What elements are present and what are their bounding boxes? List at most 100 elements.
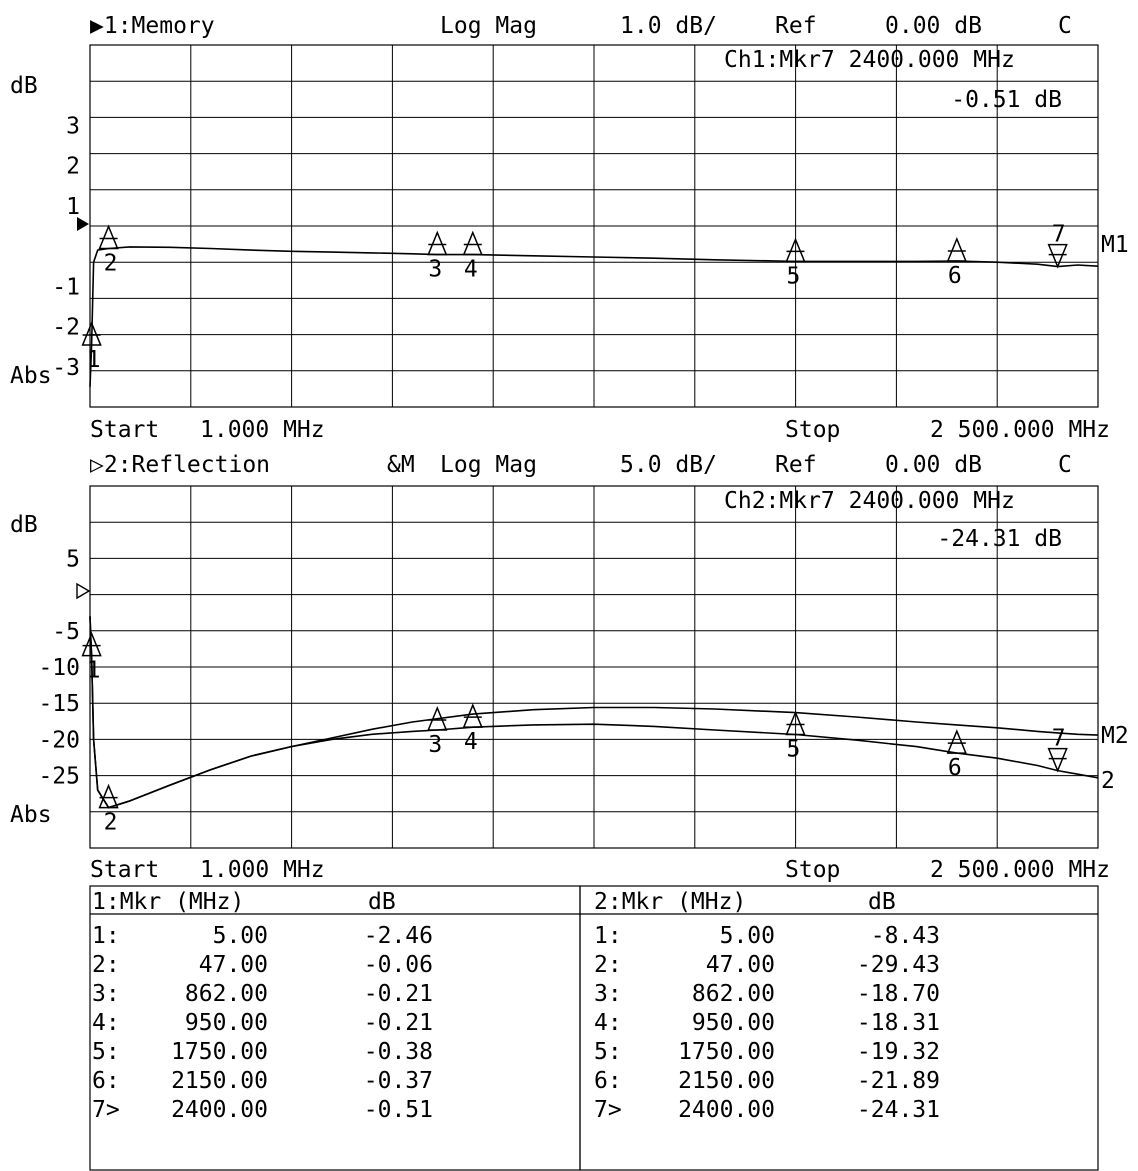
marker-2: 2 bbox=[98, 224, 119, 277]
marker-id-cell: 4: bbox=[92, 1010, 120, 1036]
marker-number-label: 2 bbox=[104, 251, 118, 277]
marker-frequency-cell: 862.00 bbox=[692, 981, 775, 1007]
marker-symbol bbox=[946, 237, 967, 262]
channel-1-y-tick-labels: 3 2 1 -1 -2 -3 bbox=[52, 113, 80, 380]
marker-4: 4 bbox=[462, 703, 483, 755]
channel-1-reference-position-icon bbox=[77, 217, 89, 231]
marker-value-cell: -18.70 bbox=[857, 981, 940, 1007]
marker-value-cell: -18.31 bbox=[857, 1010, 940, 1036]
channel-2-grid bbox=[90, 486, 1098, 848]
marker-value-cell: -0.51 bbox=[364, 1097, 433, 1123]
table-2-header-marker: 2:Mkr (MHz) bbox=[594, 889, 746, 915]
channel-1-traces bbox=[89, 246, 1099, 387]
marker-frequency-cell: 950.00 bbox=[692, 1010, 775, 1036]
channel-1-abs-label: Abs bbox=[10, 363, 52, 389]
marker-frequency-cell: 862.00 bbox=[185, 981, 268, 1007]
marker-number-label: 3 bbox=[428, 257, 442, 283]
marker-number-label: 5 bbox=[787, 736, 801, 762]
marker-frequency-cell: 2400.00 bbox=[678, 1097, 775, 1123]
channel-2-abs-label: Abs bbox=[10, 802, 52, 828]
marker-value-cell: -0.21 bbox=[364, 981, 433, 1007]
channel-2-label: ▷2:Reflection bbox=[90, 452, 270, 478]
marker-id-cell: 1: bbox=[594, 923, 622, 949]
table-row: 2: 47.00 -0.06 bbox=[92, 952, 433, 978]
marker-id-cell: 3: bbox=[594, 981, 622, 1007]
table-row: 3: 862.00 -18.70 bbox=[594, 981, 940, 1007]
table-row: 6: 2150.00 -21.89 bbox=[594, 1068, 940, 1094]
marker-id-cell: 2: bbox=[594, 952, 622, 978]
channel-2-active-marker-frequency: Ch2:Mkr7 2400.000 MHz bbox=[724, 488, 1015, 514]
y-tick-label: -2 bbox=[52, 315, 80, 341]
marker-id-cell: 7> bbox=[594, 1097, 622, 1123]
table-2-rows: 1: 5.00 -8.43 2: 47.00 -29.43 3: 862.00 -18.70 4:… bbox=[594, 923, 940, 1123]
marker-frequency-cell: 1750.00 bbox=[678, 1039, 775, 1065]
marker-value-cell: -0.21 bbox=[364, 1010, 433, 1036]
y-tick-label: -1 bbox=[52, 274, 80, 300]
channel-2-plot-frame bbox=[89, 485, 1099, 849]
marker-6: 6 bbox=[946, 237, 967, 289]
marker-symbol bbox=[427, 230, 448, 256]
table-row: 7> 2400.00 -0.51 bbox=[92, 1097, 433, 1123]
channel-2-stop-label: Stop bbox=[785, 857, 840, 883]
channel-1-stop-label: Stop bbox=[785, 417, 840, 443]
table-1-header-unit: dB bbox=[368, 889, 396, 915]
marker-number-label: 3 bbox=[428, 732, 442, 758]
y-tick-label: -3 bbox=[52, 355, 80, 381]
marker-value-cell: -0.37 bbox=[364, 1068, 433, 1094]
marker-id-cell: 6: bbox=[594, 1068, 622, 1094]
channel-1-label: ▶1:Memory bbox=[90, 13, 215, 39]
channel-1-scale: 1.0 dB/ bbox=[620, 13, 717, 39]
marker-symbol bbox=[462, 703, 483, 728]
table-row: 1: 5.00 -8.43 bbox=[594, 923, 940, 949]
table-2-frame bbox=[579, 885, 1099, 1171]
channel-1-markers: 1 2 3 4 5 6 7 bbox=[81, 222, 1068, 373]
marker-frequency-cell: 47.00 bbox=[706, 952, 775, 978]
marker-frequency-cell: 47.00 bbox=[199, 952, 268, 978]
marker-value-cell: -29.43 bbox=[857, 952, 940, 978]
marker-symbol bbox=[81, 631, 102, 657]
marker-number-label: 7 bbox=[1052, 726, 1066, 752]
table-row: 5: 1750.00 -0.38 bbox=[92, 1039, 433, 1065]
marker-id-cell: 2: bbox=[92, 952, 120, 978]
marker-id-cell: 3: bbox=[92, 981, 120, 1007]
marker-frequency-cell: 1750.00 bbox=[171, 1039, 268, 1065]
channel-2-cal-flag: C bbox=[1058, 452, 1072, 478]
y-tick-label: 3 bbox=[66, 113, 80, 139]
marker-2: 2 bbox=[98, 783, 119, 836]
channel-2-stop-value: 2 500.000 MHz bbox=[930, 857, 1110, 883]
y-tick-label: 5 bbox=[66, 546, 80, 572]
marker-frequency-cell: 5.00 bbox=[213, 923, 268, 949]
marker-1: 1 bbox=[81, 321, 102, 373]
marker-number-label: 5 bbox=[787, 263, 801, 289]
y-tick-label: -20 bbox=[38, 727, 80, 753]
marker-value-cell: -21.89 bbox=[857, 1068, 940, 1094]
marker-number-label: 2 bbox=[104, 810, 118, 836]
y-tick-label: -5 bbox=[52, 619, 80, 645]
table-row: 7> 2400.00 -24.31 bbox=[594, 1097, 940, 1123]
marker-number-label: 6 bbox=[948, 263, 962, 289]
channel-2-ref-label: Ref bbox=[775, 452, 817, 478]
channel-2-active-marker-value: -24.31 dB bbox=[937, 526, 1062, 552]
table-1-rows: 1: 5.00 -2.46 2: 47.00 -0.06 3: 862.00 -0.21 4: 95… bbox=[92, 923, 433, 1123]
table-1-frame bbox=[89, 885, 581, 1171]
marker-value-cell: -8.43 bbox=[871, 923, 940, 949]
marker-symbol bbox=[946, 729, 967, 754]
channel-2-memory-trace-label: M2 bbox=[1101, 723, 1129, 749]
table-row: 4: 950.00 -18.31 bbox=[594, 1010, 940, 1036]
marker-value-cell: -19.32 bbox=[857, 1039, 940, 1065]
marker-3: 3 bbox=[427, 706, 448, 758]
channel-2-ylabel: dB bbox=[10, 512, 38, 538]
channel-1-start-label: Start bbox=[90, 417, 159, 443]
channel-2-y-tick-labels: 5 -5 -10 -15 -20 -25 bbox=[38, 546, 80, 789]
marker-5: 5 bbox=[785, 710, 806, 762]
channel-1-cal-flag: C bbox=[1058, 13, 1072, 39]
table-row: 3: 862.00 -0.21 bbox=[92, 981, 433, 1007]
table-2-header-unit: dB bbox=[868, 889, 896, 915]
marker-number-label: 4 bbox=[464, 729, 478, 755]
table-row: 6: 2150.00 -0.37 bbox=[92, 1068, 433, 1094]
marker-id-cell: 5: bbox=[594, 1039, 622, 1065]
channel-2-start-value: 1.000 MHz bbox=[200, 857, 325, 883]
marker-4: 4 bbox=[462, 230, 483, 283]
marker-symbol bbox=[462, 230, 483, 256]
